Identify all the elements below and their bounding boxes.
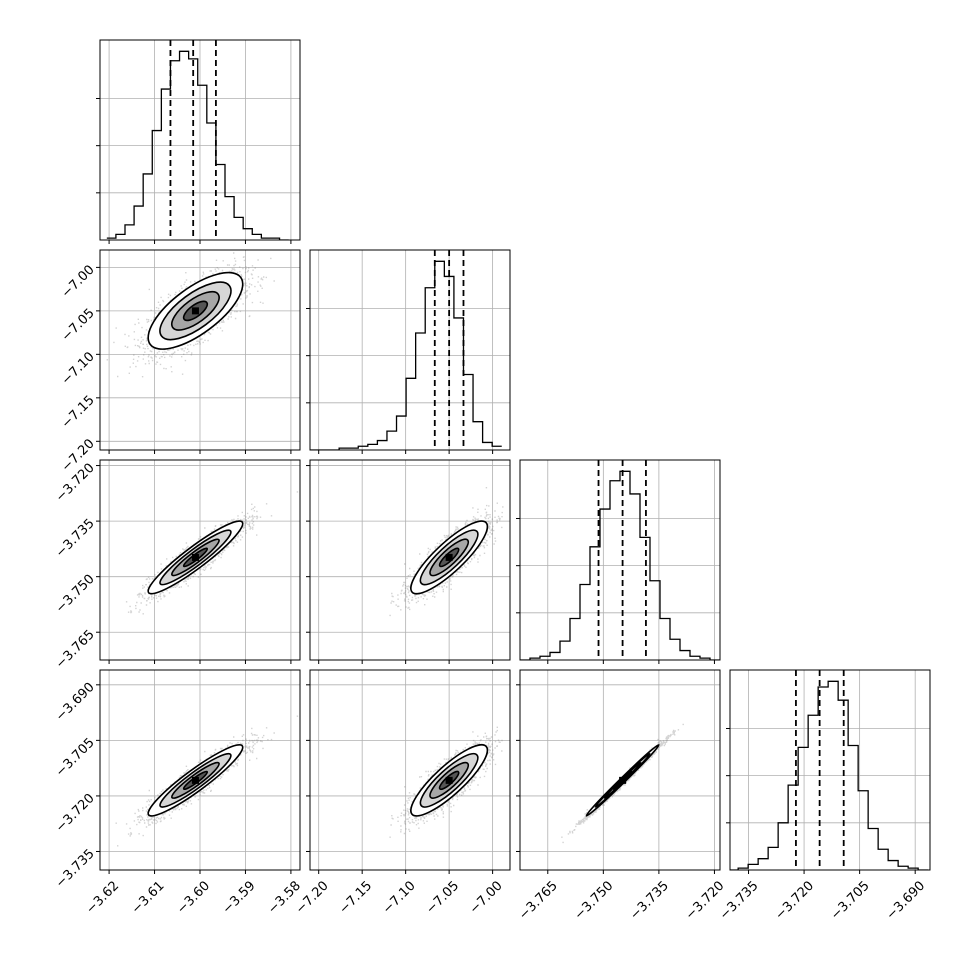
x-tick-label: −7.00 bbox=[467, 878, 506, 917]
y-tick-label: −3.720 bbox=[53, 791, 98, 836]
density-content bbox=[561, 723, 684, 844]
density-panel-3-2 bbox=[310, 460, 510, 660]
x-tick-label: −3.60 bbox=[174, 878, 213, 917]
x-tick-label: −3.735 bbox=[627, 878, 672, 923]
density-peak bbox=[191, 307, 199, 315]
density-peak bbox=[191, 553, 199, 561]
histogram-panel-4 bbox=[730, 670, 930, 870]
density-peak bbox=[445, 776, 453, 784]
y-tick-label: −3.735 bbox=[53, 516, 98, 561]
x-tick-label: −3.720 bbox=[772, 878, 817, 923]
y-tick-label: −7.15 bbox=[59, 393, 98, 432]
density-panel-3-1 bbox=[100, 460, 300, 660]
density-content bbox=[389, 726, 503, 838]
y-tick-label: −3.690 bbox=[53, 680, 98, 725]
x-tick-label: −3.62 bbox=[83, 878, 122, 917]
panel-border bbox=[729, 669, 931, 871]
x-tick-label: −3.750 bbox=[572, 878, 617, 923]
x-tick-label: −3.705 bbox=[828, 878, 873, 923]
panel-border bbox=[309, 669, 511, 871]
panel-border bbox=[519, 669, 721, 871]
density-panel-4-3 bbox=[520, 670, 720, 870]
density-panel-2-1 bbox=[100, 250, 300, 450]
x-tick-label: −7.10 bbox=[380, 878, 419, 917]
histogram-step bbox=[106, 50, 289, 240]
y-tick-label: −3.705 bbox=[53, 735, 98, 780]
panel-border bbox=[309, 249, 511, 451]
y-tick-label: −7.00 bbox=[59, 262, 98, 301]
density-content bbox=[106, 252, 275, 378]
density-panel-4-2 bbox=[310, 670, 510, 870]
histogram-step bbox=[730, 680, 929, 870]
y-tick-label: −3.765 bbox=[53, 627, 98, 672]
x-tick-label: −7.05 bbox=[423, 878, 462, 917]
density-content bbox=[125, 491, 299, 615]
y-tick-label: −3.750 bbox=[53, 572, 98, 617]
density-peak bbox=[191, 776, 199, 784]
y-tick-label: −7.05 bbox=[59, 306, 98, 345]
x-tick-label: −3.61 bbox=[129, 878, 168, 917]
x-tick-label: −3.765 bbox=[516, 878, 561, 923]
histogram-panel-2 bbox=[310, 250, 510, 450]
density-content bbox=[115, 715, 299, 847]
y-tick-label: −7.10 bbox=[59, 349, 98, 388]
panel-border bbox=[309, 459, 511, 661]
y-tick-label: −3.735 bbox=[53, 847, 98, 892]
histogram-panel-3 bbox=[520, 460, 720, 660]
x-tick-label: −7.15 bbox=[336, 878, 375, 917]
x-tick-label: −3.59 bbox=[220, 878, 259, 917]
histogram-step bbox=[310, 260, 502, 450]
density-content bbox=[389, 487, 504, 617]
x-tick-label: −3.690 bbox=[884, 878, 929, 923]
density-peak bbox=[445, 553, 453, 561]
panel-border bbox=[519, 459, 721, 661]
density-panel-4-1 bbox=[100, 670, 300, 870]
histogram-panel-1 bbox=[100, 40, 300, 240]
histogram-step bbox=[520, 470, 720, 660]
x-tick-label: −3.735 bbox=[717, 878, 762, 923]
density-peak bbox=[619, 776, 627, 784]
